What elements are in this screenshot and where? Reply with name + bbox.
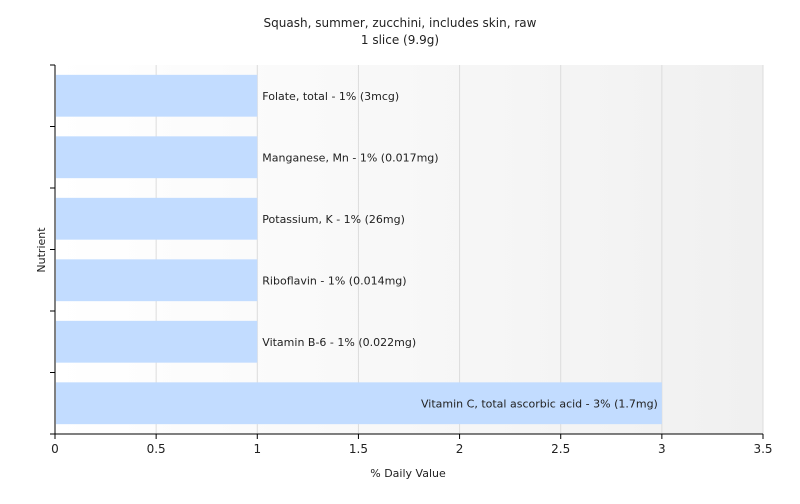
bar-label: Vitamin C, total ascorbic acid - 3% (1.7… xyxy=(421,397,658,410)
x-tick-label: 3.5 xyxy=(753,442,772,456)
bar-labels: Folate, total - 1% (3mcg) Manganese, Mn -… xyxy=(262,90,658,411)
bar xyxy=(56,382,662,425)
bars xyxy=(56,74,662,425)
bar xyxy=(56,197,258,240)
x-tick-label: 0 xyxy=(51,442,59,456)
bar-label: Vitamin B-6 - 1% (0.022mg) xyxy=(262,336,416,349)
x-tick-label: 1 xyxy=(253,442,261,456)
x-ticks: 0 0.5 1 1.5 2 2.5 3 3.5 xyxy=(51,434,773,456)
bar xyxy=(56,320,258,363)
x-tick-label: 2 xyxy=(456,442,464,456)
x-tick-label: 0.5 xyxy=(147,442,166,456)
bar xyxy=(56,136,258,179)
bar-label: Manganese, Mn - 1% (0.017mg) xyxy=(262,151,438,164)
plot-area xyxy=(55,65,763,434)
bar xyxy=(56,74,258,117)
chart-title: Squash, summer, zucchini, includes skin,… xyxy=(264,16,537,30)
bar xyxy=(56,259,258,302)
chart-subtitle: 1 slice (9.9g) xyxy=(361,33,439,47)
x-axis-title: % Daily Value xyxy=(370,467,446,480)
x-tick-label: 3 xyxy=(658,442,666,456)
bar-label: Potassium, K - 1% (26mg) xyxy=(262,213,405,226)
x-tick-label: 1.5 xyxy=(349,442,368,456)
y-axis-title: Nutrient xyxy=(35,227,48,273)
x-tick-label: 2.5 xyxy=(551,442,570,456)
bar-label: Folate, total - 1% (3mcg) xyxy=(262,90,399,103)
gridlines xyxy=(155,65,764,434)
bar-label: Riboflavin - 1% (0.014mg) xyxy=(262,274,406,287)
y-ticks xyxy=(50,64,55,435)
